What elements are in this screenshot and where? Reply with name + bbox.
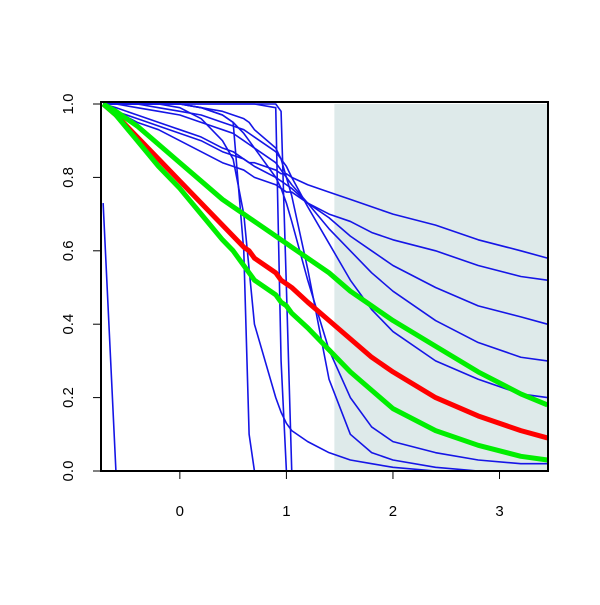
x-tick-label: 3 [495,503,503,520]
plot-box [100,101,549,472]
curve [103,103,548,362]
curve [103,103,548,465]
y-tick-label: 0.4 [60,314,77,335]
x-tick-label: 2 [389,503,397,520]
x-tick-label: 1 [282,503,290,520]
curve [103,103,548,399]
curve [102,103,548,281]
shaded-region [334,104,548,471]
curve [101,101,549,408]
y-tick-label: 0.6 [60,240,77,261]
curve [102,103,548,259]
curve [101,102,549,441]
y-tick-label: 0.2 [60,387,77,408]
y-tick-label: 0.8 [60,167,77,188]
x-tick-label: 0 [176,503,184,520]
y-tick-label: 0.0 [60,461,77,482]
curve [103,103,548,472]
curve [102,103,548,325]
y-tick-label: 1.0 [60,94,77,115]
curve [101,102,548,463]
